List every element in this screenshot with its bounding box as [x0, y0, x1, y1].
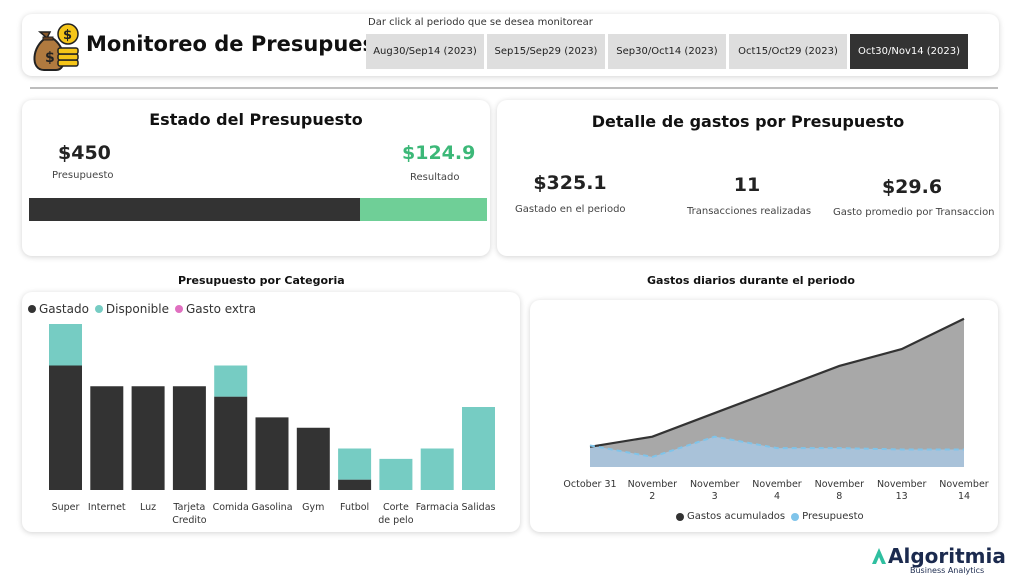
legend-label: Gastos acumulados	[687, 511, 786, 522]
bar-farmacia-1[interactable]	[420, 448, 454, 491]
category-chart-title: Presupuesto por Categoria	[178, 274, 345, 287]
daily-chart-card: October 31 November 2 November 3 November 4 Nov…	[530, 300, 998, 532]
period-button-4[interactable]: Oct30/Nov14 (2023)	[850, 34, 968, 69]
category-tick-label: Gasolina	[251, 502, 292, 513]
brand-subtitle: Business Analytics	[910, 566, 985, 575]
svg-text:$: $	[45, 50, 55, 66]
daily-legend-item-1: Presupuesto	[791, 511, 864, 522]
budget-status-card: Estado del Presupuesto $450 Presupuesto …	[22, 100, 490, 256]
legend-dot-icon	[791, 512, 800, 521]
series-line-0[interactable]	[589, 317, 965, 448]
bar-futbol-1[interactable]	[338, 448, 372, 480]
brand-logo: Algoritmia Business Analytics	[870, 544, 1006, 580]
category-tick-label: Luz	[140, 502, 156, 513]
area-0	[590, 318, 964, 467]
date-tick-label: November 2	[628, 479, 678, 502]
bar-internet-0[interactable]	[90, 386, 124, 490]
bar-comida-0[interactable]	[214, 396, 248, 490]
date-tick-label: November 8	[815, 479, 865, 502]
budget-status-title: Estado del Presupuesto	[149, 110, 363, 129]
bar-futbol-0[interactable]	[338, 479, 372, 490]
daily-legend-item-0: Gastos acumulados	[676, 511, 785, 522]
category-tick-label: Corte de pelo	[378, 502, 413, 526]
spending-detail-title: Detalle de gastos por Presupuesto	[591, 112, 905, 131]
series-line-1[interactable]	[589, 435, 964, 458]
area-1	[590, 436, 964, 467]
result-label: Resultado	[410, 172, 460, 183]
money-bag-coins-icon: $ $	[33, 23, 79, 71]
period-button-2[interactable]: Sep30/Oct14 (2023)	[608, 34, 726, 69]
legend-dot-icon	[28, 305, 36, 313]
daily-chart-legend: Gastos acumulados Presupuesto	[676, 511, 870, 522]
kpi-transactions-label: Transacciones realizadas	[687, 206, 812, 217]
legend-label: Gastado	[39, 302, 89, 316]
category-tick-label: Farmacia	[416, 502, 459, 513]
category-legend-item-0: Gastado	[28, 302, 89, 316]
daily-chart-title: Gastos diarios durante el periodo	[647, 274, 855, 287]
legend-label: Gasto extra	[185, 302, 257, 316]
result-value: $124.9	[402, 142, 476, 164]
bar-gym-0[interactable]	[296, 427, 330, 490]
kpi-average-label: Gasto promedio por Transaccion	[833, 207, 995, 218]
header-card: $ $ Monitoreo de Presupuesto Dar click a…	[22, 14, 999, 76]
legend-dot-icon	[94, 305, 103, 313]
budget-value: $450	[58, 142, 111, 164]
bar-tarjeta-credito-0[interactable]	[172, 386, 206, 490]
date-tick-label: November 3	[690, 479, 740, 502]
bar-super-0[interactable]	[49, 365, 82, 491]
svg-text:$: $	[63, 28, 72, 43]
bar-super-1[interactable]	[49, 324, 82, 366]
bar-comida-1[interactable]	[214, 365, 248, 397]
category-legend-item-1: Disponible	[94, 302, 169, 316]
kpi-spent-label: Gastado en el periodo	[515, 204, 626, 215]
page-title: Monitoreo de Presupuesto	[86, 32, 400, 56]
category-tick-label: Futbol	[340, 502, 369, 513]
daily-area-chart: October 31 November 2 November 3 November 4 Nov…	[563, 317, 989, 502]
brand-mark-icon	[872, 548, 886, 564]
budget-progress-bar	[29, 198, 487, 221]
category-chart-legend: Gastado Disponible Gasto extra	[28, 302, 262, 316]
period-button-1[interactable]: Sep15/Sep29 (2023)	[487, 34, 605, 69]
budget-label: Presupuesto	[52, 170, 114, 181]
category-tick-label: Internet	[88, 502, 126, 513]
category-tick-label: Salidas	[462, 502, 496, 513]
legend-dot-icon	[676, 512, 684, 521]
category-bar-chart: Super Internet Luz Tarjeta Credito Comida Gaso…	[49, 324, 496, 526]
kpi-transactions-value: 11	[733, 174, 761, 196]
category-chart-card: Gastado Disponible Gasto extra Super Intern…	[22, 292, 520, 532]
legend-label: Disponible	[105, 302, 169, 316]
date-tick-label: November 4	[752, 479, 802, 502]
budget-progress-spent	[29, 198, 360, 221]
date-tick-label: November 14	[939, 479, 989, 502]
legend-dot-icon	[174, 305, 183, 313]
date-tick-label: November 13	[877, 479, 927, 502]
kpi-average-value: $29.6	[881, 176, 943, 198]
divider	[30, 87, 998, 89]
category-tick-label: Tarjeta Credito	[172, 502, 207, 526]
bar-corte-de-pelo-1[interactable]	[379, 458, 413, 490]
category-tick-label: Comida	[213, 502, 249, 513]
bar-luz-0[interactable]	[131, 386, 165, 490]
brand-name: Algoritmia	[888, 544, 1006, 568]
bar-salidas-1[interactable]	[462, 407, 495, 490]
date-tick-label: October 31	[563, 479, 616, 490]
category-legend-item-2: Gasto extra	[174, 302, 257, 316]
bar-gasolina-0[interactable]	[255, 417, 289, 490]
period-hint: Dar click al periodo que se desea monito…	[368, 17, 593, 28]
legend-label: Presupuesto	[802, 511, 864, 522]
category-tick-label: Gym	[302, 502, 324, 513]
spending-detail-card: Detalle de gastos por Presupuesto $325.1…	[497, 100, 999, 256]
category-tick-label: Super	[52, 502, 80, 513]
period-button-3[interactable]: Oct15/Oct29 (2023)	[729, 34, 847, 69]
kpi-spent-value: $325.1	[533, 172, 607, 194]
period-button-0[interactable]: Aug30/Sep14 (2023)	[366, 34, 484, 69]
